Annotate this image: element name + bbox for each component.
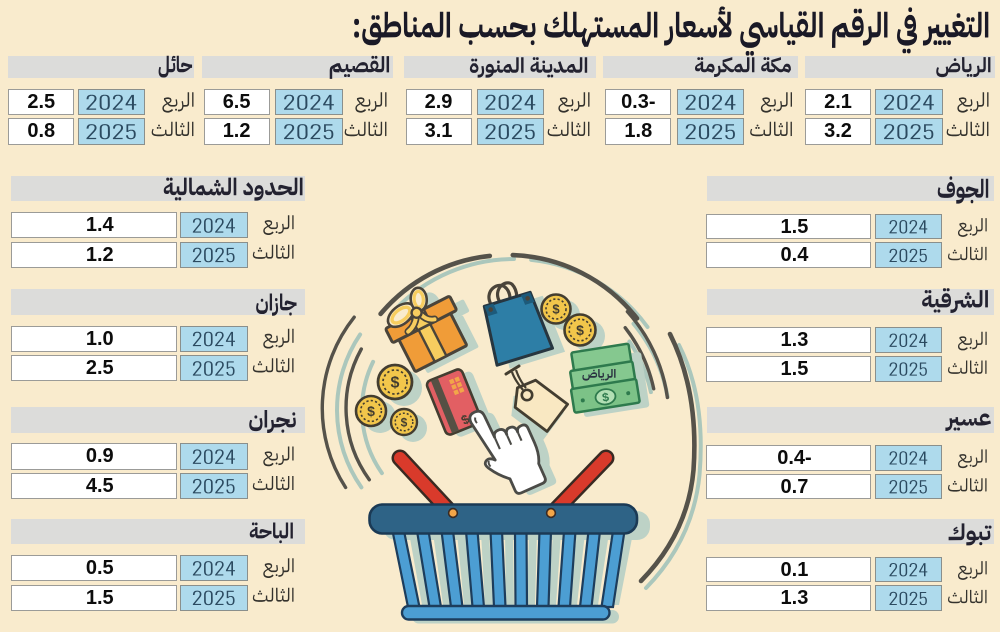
svg-text:$: $ xyxy=(552,302,560,317)
svg-text:$: $ xyxy=(391,375,400,392)
svg-text:$: $ xyxy=(601,390,610,405)
svg-text:$: $ xyxy=(401,415,408,429)
svg-text:$: $ xyxy=(367,403,375,419)
svg-text:$: $ xyxy=(576,322,584,338)
